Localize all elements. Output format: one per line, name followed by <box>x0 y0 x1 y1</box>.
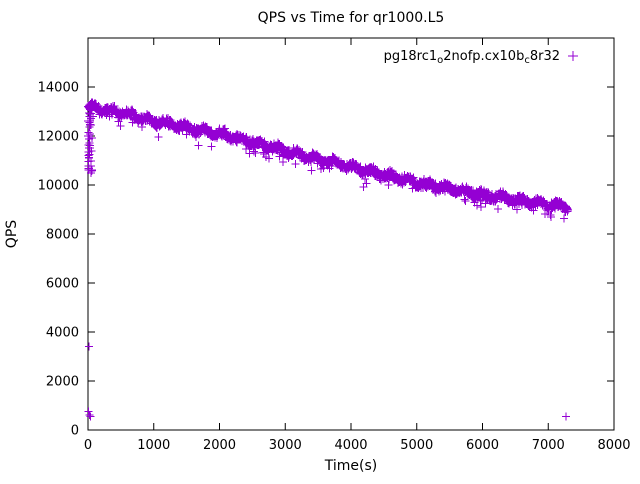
y-tick-label: 4000 <box>46 326 79 341</box>
y-axis-label: QPS <box>4 220 20 248</box>
y-tick-label: 12000 <box>38 130 79 145</box>
x-tick-label: 5000 <box>400 438 433 453</box>
legend-label-segment: pg18rc1 <box>384 49 438 64</box>
y-tick-label: 2000 <box>46 375 79 390</box>
scatter-points <box>84 98 572 421</box>
x-tick-label: 8000 <box>597 438 630 453</box>
x-tick-label: 1000 <box>137 438 170 453</box>
x-tick-label: 4000 <box>334 438 367 453</box>
legend-label: pg18rc1o2nofp.cx10bc8r32 <box>384 49 560 66</box>
x-tick-label: 0 <box>84 438 92 453</box>
y-tick-label: 6000 <box>46 277 79 292</box>
y-tick-label: 14000 <box>38 81 79 96</box>
x-tick-label: 2000 <box>203 438 236 453</box>
x-axis-label: Time(s) <box>324 458 377 474</box>
chart-title: QPS vs Time for qr1000.L5 <box>258 10 445 26</box>
plot-dynamic-layer: 0 1000 2000 3000 4000 5000 6000 7000 8000 0 2000 40… <box>38 37 631 453</box>
x-tick-label: 6000 <box>466 438 499 453</box>
y-tick-label: 10000 <box>38 179 79 194</box>
legend-label-subscript: c <box>524 55 530 66</box>
y-tick-label: 8000 <box>46 228 79 243</box>
legend-plus-marker-icon <box>568 51 578 61</box>
x-tick-label: 3000 <box>269 438 302 453</box>
legend-label-segment: 2nofp.cx10b <box>443 49 524 64</box>
legend-label-segment: 8r32 <box>530 49 560 64</box>
x-tick-label: 7000 <box>532 438 565 453</box>
y-tick-label: 0 <box>71 424 79 439</box>
legend-label-subscript: o <box>437 55 443 66</box>
plot-frame <box>87 37 615 431</box>
